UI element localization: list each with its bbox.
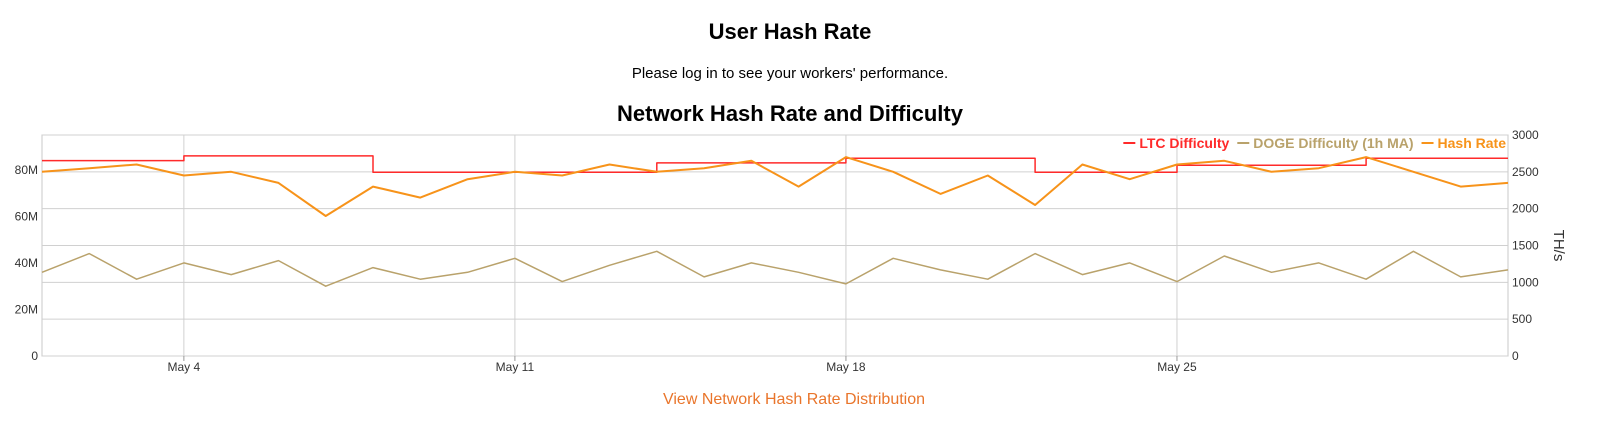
y-left-tick-label: 20M [15,302,38,316]
y-right-tick-label: 3000 [1512,128,1539,142]
y-left-tick-label: 80M [15,163,38,177]
y-left-tick-label: 60M [15,209,38,223]
y-right-axis-label: TH/s [1550,230,1567,262]
legend-label: DOGE Difficulty (1h MA) [1253,135,1413,151]
x-tick-label: May 11 [496,360,535,374]
x-tick-label: May 25 [1157,360,1197,374]
y-left-tick-label: 0 [31,349,38,363]
axes: 0 500 1000 1500 2000 2500 3000 0 20M 40M 60M 80M May… [15,128,1567,374]
y-left-tick-label: 40M [15,256,38,270]
y-right-tick-label: 1500 [1512,239,1539,253]
page-title: User Hash Rate [708,19,872,44]
x-tick-label: May 4 [168,360,201,374]
network-hashrate-chart: 0 500 1000 1500 2000 2500 3000 0 20M 40M 60M 80M May… [15,128,1567,374]
legend: Hash Rate DOGE Difficulty (1h MA) LTC Diff… [1123,135,1506,151]
series-line-ltc-difficulty [42,155,1508,173]
y-right-tick-label: 2000 [1512,202,1539,216]
legend-label: Hash Rate [1438,135,1507,151]
y-right-tick-label: 1000 [1512,275,1539,289]
y-right-tick-label: 2500 [1512,165,1539,179]
legend-label: LTC Difficulty [1139,135,1229,151]
chart-title: Network Hash Rate and Difficulty [617,101,963,126]
x-tick-label: May 18 [826,360,866,374]
series-line-doge-difficulty-1h-ma [41,250,1509,287]
y-right-tick-label: 500 [1512,312,1532,326]
series-line-hash-rate [41,156,1509,217]
grid-lines [41,134,1509,357]
login-prompt: Please log in to see your workers' perfo… [631,65,949,82]
series-lines [41,155,1509,287]
view-distribution-link[interactable]: View Network Hash Rate Distribution [662,391,926,408]
y-right-tick-label: 0 [1512,349,1519,363]
